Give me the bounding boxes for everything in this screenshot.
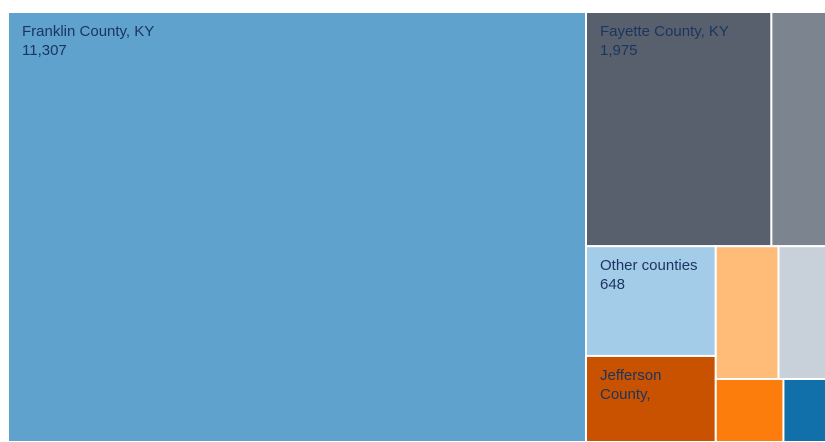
label-line: Franklin County, KY — [22, 23, 154, 40]
tile-label: Fayette County, KY — [600, 23, 729, 40]
tile-value: 648 — [600, 276, 625, 293]
tile — [7, 11, 587, 442]
label-line: Jefferson — [600, 367, 666, 384]
tile — [714, 245, 780, 380]
tile-label: Jefferson County, — [600, 367, 666, 403]
tile-label: Franklin County, KY — [22, 23, 154, 40]
label-line: County, — [600, 386, 651, 403]
tile — [777, 245, 825, 380]
tile — [584, 354, 717, 442]
label-line: Fayette County, KY — [600, 23, 729, 40]
tile — [584, 11, 773, 248]
label-line: Other counties — [600, 257, 698, 274]
tile — [584, 245, 717, 357]
tile-value: 1,975 — [600, 42, 638, 59]
tile-label: Other counties — [600, 257, 698, 274]
tile — [770, 11, 825, 248]
tile — [714, 377, 785, 442]
tile — [782, 377, 825, 442]
tile-value: 11,307 — [22, 42, 67, 59]
